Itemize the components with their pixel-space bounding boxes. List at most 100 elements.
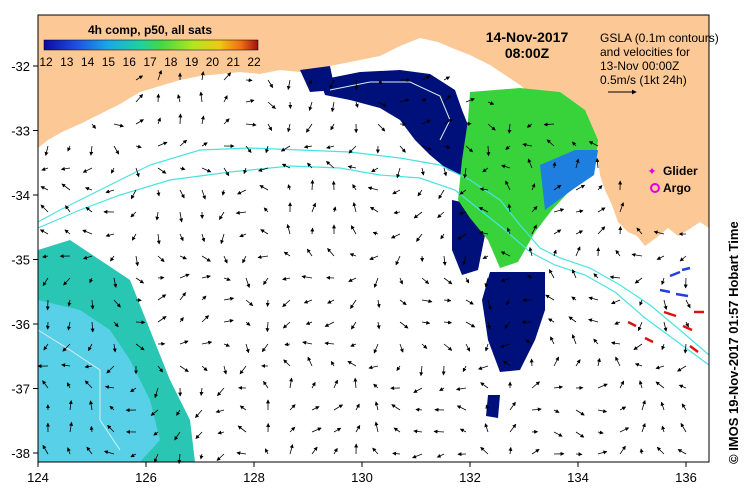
- velocity-arrow-icon: [568, 316, 577, 323]
- velocity-arrow-icon: [176, 409, 181, 416]
- velocity-arrow-icon: [179, 340, 189, 345]
- velocity-arrow-icon: [458, 211, 467, 215]
- velocity-arrow-icon: [135, 255, 140, 267]
- velocity-arrow-icon: [463, 167, 468, 179]
- velocity-arrow-icon: [484, 277, 489, 288]
- velocity-arrow-icon: [487, 299, 492, 311]
- velocity-arrow-icon: [220, 233, 225, 245]
- velocity-arrow-icon: [413, 387, 423, 393]
- velocity-arrow-icon: [505, 180, 511, 191]
- velocity-arrow-icon: [531, 407, 542, 412]
- velocity-arrow-icon: [575, 359, 581, 367]
- velocity-arrow-icon: [553, 431, 563, 437]
- velocity-arrow-icon: [157, 316, 167, 323]
- velocity-arrow-icon: [465, 343, 471, 352]
- velocity-arrow-icon: [135, 75, 144, 81]
- velocity-arrow-icon: [223, 343, 231, 347]
- x-tick-label: 136: [675, 470, 697, 485]
- velocity-arrow-icon: [374, 401, 379, 411]
- velocity-arrow-icon: [288, 101, 293, 109]
- velocity-arrow-icon: [61, 363, 71, 368]
- velocity-arrow-icon: [82, 229, 93, 235]
- velocity-arrow-icon: [571, 296, 577, 301]
- velocity-arrow-icon: [113, 321, 119, 328]
- velocity-arrow-icon: [113, 123, 125, 128]
- velocity-arrow-icon: [531, 381, 541, 389]
- velocity-arrow-icon: [179, 317, 184, 323]
- velocity-arrow-icon: [456, 405, 467, 411]
- velocity-arrow-icon: [507, 123, 512, 134]
- velocity-arrow-icon: [324, 341, 335, 346]
- velocity-arrow-icon: [588, 141, 599, 147]
- velocity-arrow-icon: [260, 229, 269, 235]
- velocity-arrow-icon: [656, 446, 665, 455]
- velocity-arrow-icon: [195, 431, 203, 439]
- velocity-arrow-icon: [480, 446, 489, 455]
- velocity-arrow-icon: [373, 277, 379, 288]
- velocity-arrow-icon: [465, 145, 474, 153]
- velocity-arrow-icon: [44, 145, 49, 157]
- velocity-arrow-icon: [442, 255, 447, 266]
- velocity-arrow-icon: [258, 167, 269, 172]
- velocity-arrow-icon: [353, 377, 358, 389]
- velocity-arrow-icon: [42, 444, 49, 455]
- velocity-arrow-icon: [681, 403, 687, 411]
- velocity-arrow-icon: [89, 145, 94, 156]
- velocity-arrow-icon: [421, 343, 428, 349]
- velocity-arrow-icon: [597, 226, 606, 235]
- velocity-arrow-icon: [636, 227, 643, 235]
- velocity-arrow-icon: [509, 423, 517, 433]
- velocity-arrow-icon: [90, 299, 95, 310]
- velocity-arrow-icon: [235, 210, 247, 215]
- velocity-arrow-icon: [660, 401, 665, 411]
- velocity-arrow-icon: [103, 450, 115, 455]
- gsla-contour: [37, 147, 710, 356]
- glider-marker-icon: ✦: [647, 165, 656, 178]
- velocity-arrow-icon: [597, 357, 601, 367]
- velocity-arrow-icon: [443, 94, 452, 103]
- velocity-arrow-icon: [283, 359, 291, 367]
- velocity-arrow-icon: [377, 123, 386, 132]
- colorbar-tick-label: 18: [164, 55, 178, 69]
- velocity-arrow-icon: [419, 365, 424, 377]
- velocity-arrow-icon: [216, 453, 225, 461]
- velocity-arrow-icon: [263, 380, 269, 389]
- gsla-note-line: 0.5m/s (1kt 24h): [600, 73, 687, 87]
- velocity-arrow-icon: [506, 227, 511, 235]
- velocity-arrow-icon: [106, 365, 115, 374]
- velocity-arrow-icon: [677, 449, 687, 455]
- velocity-arrow-icon: [179, 255, 187, 260]
- velocity-arrow-icon: [89, 277, 94, 284]
- velocity-arrow-icon: [89, 400, 94, 411]
- colorbar-title: 4h comp, p50, all sats: [88, 23, 212, 37]
- velocity-arrow-icon: [504, 321, 511, 329]
- velocity-arrow-icon: [84, 364, 93, 369]
- velocity-arrow-icon: [525, 339, 533, 345]
- velocity-arrow-icon: [104, 385, 115, 390]
- colorbar-tick-label: 20: [206, 55, 220, 69]
- velocity-arrow-icon: [67, 321, 71, 331]
- velocity-arrow-icon: [217, 430, 225, 435]
- colorbar-tick-label: 21: [227, 55, 241, 69]
- velocity-arrow-icon: [61, 183, 71, 191]
- velocity-arrow-icon: [179, 166, 186, 171]
- velocity-arrow-icon: [245, 99, 255, 103]
- velocity-arrow-icon: [109, 405, 115, 411]
- velocity-arrow-icon: [350, 343, 357, 347]
- velocity-arrow-icon: [484, 343, 489, 352]
- velocity-arrow-icon: [390, 233, 401, 239]
- velocity-arrow-icon: [201, 274, 211, 279]
- velocity-arrow-icon: [195, 409, 203, 419]
- velocity-arrow-icon: [84, 186, 93, 191]
- x-axis: 124 126 128 130 132 134 136: [27, 462, 697, 485]
- velocity-arrow-icon: [546, 139, 555, 147]
- velocity-arrow-icon: [396, 167, 401, 179]
- velocity-arrow-icon: [619, 427, 630, 433]
- velocity-arrow-icon: [377, 79, 383, 85]
- velocity-arrow-icon: [531, 183, 536, 191]
- velocity-arrow-icon: [69, 421, 74, 433]
- velocity-arrow-icon: [487, 123, 496, 131]
- velocity-arrow-icon: [502, 360, 511, 367]
- velocity-arrow-icon: [201, 233, 206, 243]
- velocity-arrow-icon: [633, 343, 643, 350]
